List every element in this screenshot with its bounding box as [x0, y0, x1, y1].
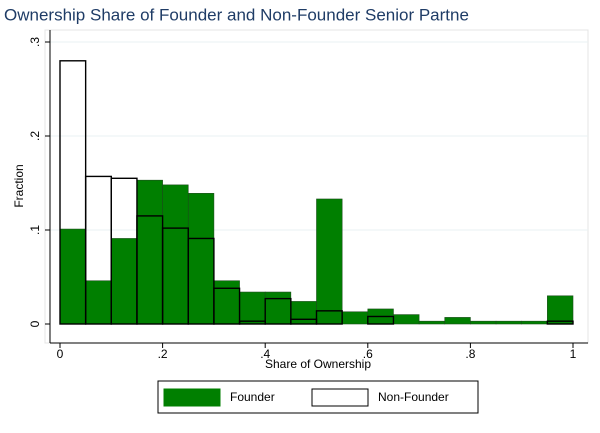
x-tick-label: 0 [57, 347, 64, 361]
x-tick-label: .6 [363, 347, 373, 361]
bar [470, 320, 497, 325]
bar [316, 198, 343, 325]
x-tick-label: .8 [465, 347, 475, 361]
y-tick-label: .3 [28, 37, 42, 47]
bar [111, 238, 138, 325]
bar [264, 291, 292, 325]
bar [546, 320, 574, 325]
bar [393, 314, 420, 325]
x-tick-label: .4 [260, 347, 270, 361]
bar [59, 228, 86, 325]
bar [213, 280, 240, 325]
bar [521, 320, 548, 325]
y-tick-label: .1 [28, 225, 42, 235]
bar [187, 237, 215, 325]
legend-label: Non-Founder [378, 390, 449, 404]
bar [239, 291, 266, 325]
x-axis-label: Share of Ownership [265, 357, 371, 371]
chart-title: Ownership Share of Founder and Non-Found… [4, 5, 469, 24]
y-tick-label: .2 [28, 131, 42, 141]
bar [418, 320, 446, 325]
legend-swatch [163, 388, 221, 407]
bar [341, 311, 369, 325]
bar [290, 301, 317, 325]
bar [162, 184, 189, 325]
legend-label: Founder [230, 390, 275, 404]
bar [136, 179, 163, 325]
bar [264, 297, 292, 325]
x-tick-label: 1 [570, 347, 577, 361]
y-tick-label: 0 [28, 320, 42, 327]
bar [315, 310, 343, 325]
bar [85, 280, 112, 325]
bar [367, 315, 395, 325]
bar [547, 295, 574, 325]
bar [213, 287, 241, 325]
x-tick-label: .2 [158, 347, 168, 361]
legend-swatch [311, 388, 369, 407]
bar [187, 193, 215, 325]
y-axis-label: Fraction [12, 164, 26, 207]
bar [444, 317, 471, 325]
bar [495, 320, 522, 325]
